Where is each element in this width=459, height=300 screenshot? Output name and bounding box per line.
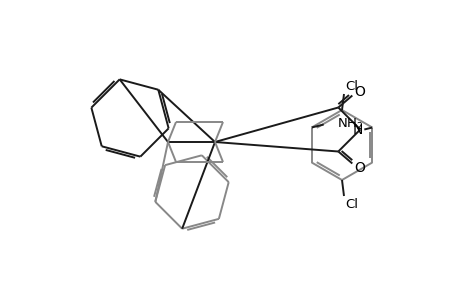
Text: O: O [353,85,364,98]
Text: N: N [353,122,363,136]
Text: O: O [353,160,364,175]
Text: Cl: Cl [345,80,358,92]
Text: NH$_2$: NH$_2$ [336,117,362,132]
Text: Cl: Cl [345,197,358,211]
